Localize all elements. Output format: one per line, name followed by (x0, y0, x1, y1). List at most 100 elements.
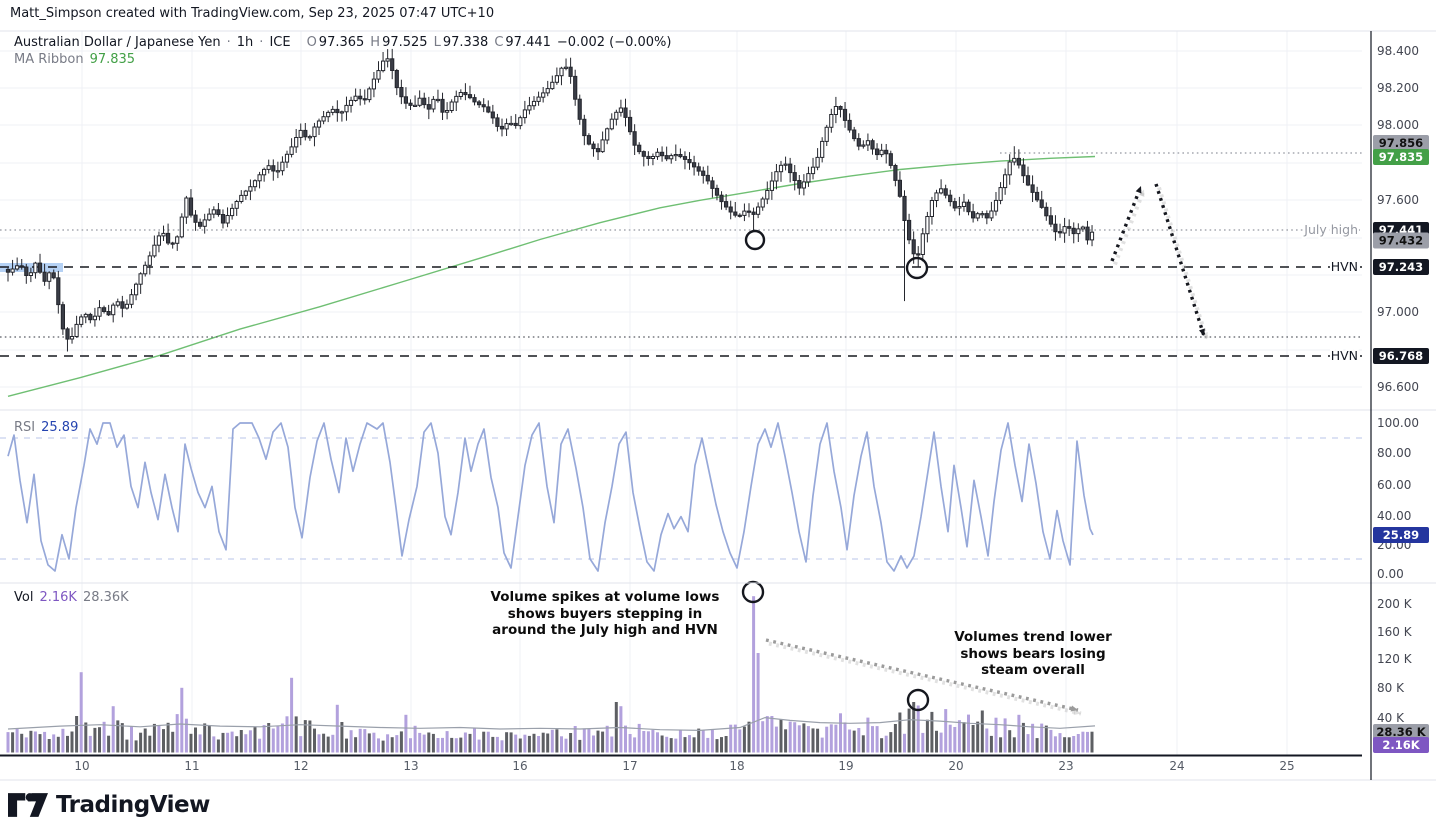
symbol-interval: 1h (236, 35, 254, 50)
ma-ribbon-label: MA Ribbon (14, 52, 84, 67)
price-axis-label-text: 97.856 (1379, 136, 1423, 150)
rsi-value: 25.89 (41, 420, 79, 435)
circle-annotation[interactable] (741, 580, 765, 604)
time-axis-label: 19 (838, 759, 853, 773)
tradingview-logo-icon (8, 793, 48, 817)
axis-tick-label: 100.00 (1377, 416, 1419, 430)
ma-ribbon-line (7, 155, 1096, 397)
annotation-line: Volumes trend lower (954, 629, 1112, 645)
price-level-label: HVN (1331, 259, 1358, 274)
axis-tick-label: 98.000 (1377, 118, 1419, 132)
rsi-legend[interactable]: RSI 25.89 (14, 420, 78, 435)
time-axis[interactable]: 10 11 12 13 16 17 18 19 20 23 24 25 (74, 759, 1294, 773)
price-level-lines[interactable]: July high HVN HVN (0, 152, 1362, 365)
volume-ma-value: 28.36K (82, 590, 129, 605)
price-axis-label-text: 97.243 (1379, 260, 1423, 274)
tradingview-logo-text: TradingView (56, 792, 210, 818)
ohlc-high-value: 97.525 (382, 35, 428, 50)
price-axis-label-text: 97.432 (1379, 234, 1423, 248)
volume-value: 2.16K (39, 590, 77, 605)
axis-tick-label: 97.000 (1377, 305, 1419, 319)
time-axis-label: 25 (1279, 759, 1294, 773)
candles-layer (5, 48, 1095, 352)
symbol-legend[interactable]: Australian Dollar / Japanese Yen · 1h · … (14, 35, 671, 50)
time-axis-label: 12 (293, 759, 308, 773)
annotation-line: around the July high and HVN (492, 622, 718, 638)
time-axis-label: 24 (1169, 759, 1184, 773)
circle-annotation[interactable] (905, 256, 929, 280)
price-axis-label (1373, 259, 1429, 275)
time-axis-label: 18 (729, 759, 744, 773)
time-axis-label: 20 (948, 759, 963, 773)
axis-tick-label: 98.400 (1377, 44, 1419, 58)
price-level-label: HVN (1331, 348, 1358, 363)
annotation-line: steam overall (981, 662, 1085, 678)
ohlc-open-label: O (306, 35, 317, 50)
attribution-text: Matt_Simpson created with TradingView.co… (10, 6, 495, 21)
price-axis-label (1373, 135, 1429, 151)
gridlines (0, 31, 1362, 756)
axis-tick-label: 160 K (1377, 625, 1413, 639)
rsi-line (7, 422, 1094, 572)
volume-bars-layer (6, 596, 1096, 753)
annotation-volume-spikes: Volume spikes at volume lows shows buyer… (452, 589, 758, 639)
axis-tick-label: 96.600 (1377, 380, 1419, 394)
ohlc-open-value: 97.365 (318, 35, 365, 50)
price-axis-label (1373, 232, 1429, 249)
symbol-name: Australian Dollar / Japanese Yen (14, 35, 221, 50)
volume-axis-label-text: 2.16K (1382, 738, 1420, 752)
price-axis-label (1373, 149, 1429, 165)
ohlc-high-label: H (370, 35, 381, 50)
volume-axis-label (1373, 737, 1429, 753)
ma-ribbon-value: 97.835 (89, 52, 136, 67)
legend-separator: · (226, 35, 231, 50)
axis-tick-label: 200 K (1377, 597, 1413, 611)
ohlc-low-label: L (433, 35, 441, 50)
time-axis-label: 10 (74, 759, 89, 773)
axis-tick-label: 80.00 (1377, 446, 1411, 460)
dotted-arrow[interactable] (765, 638, 1079, 712)
annotation-line: shows bears losing (960, 645, 1106, 662)
circle-annotations[interactable] (741, 229, 930, 712)
arrow-annotations[interactable] (765, 183, 1209, 716)
axis-tick-label: 40 K (1377, 711, 1405, 725)
ma-ribbon-legend[interactable]: MA Ribbon 97.835 (14, 52, 135, 67)
dotted-arrow[interactable] (1110, 185, 1143, 262)
volume-legend[interactable]: Vol 2.16K 28.36K (14, 590, 129, 605)
rsi-indicator (0, 422, 1362, 572)
price-axis[interactable]: 98.400 98.200 98.000 97.600 97.000 96.600 100.… (1373, 44, 1429, 753)
volume-axis-label (1373, 724, 1429, 740)
ohlc-close-value: 97.441 (505, 35, 551, 50)
time-axis-label: 11 (184, 759, 199, 773)
annotation-line: shows buyers stepping in (507, 605, 703, 622)
time-axis-label: 13 (403, 759, 418, 773)
rsi-pane[interactable] (0, 410, 1362, 583)
volume-ma-line (7, 716, 1096, 732)
price-axis-label-text: 97.835 (1379, 150, 1423, 164)
circle-annotation[interactable] (744, 229, 766, 251)
annotation-line: Volume spikes at volume lows (490, 589, 720, 605)
axis-tick-label: 60.00 (1377, 478, 1411, 492)
volume-label: Vol (14, 590, 34, 605)
axis-tick-label: 97.600 (1377, 193, 1419, 207)
price-axis-label (1373, 348, 1429, 364)
tradingview-footer: TradingView (8, 792, 210, 818)
axis-tick-label: 98.200 (1377, 81, 1419, 95)
symbol-exchange: ICE (269, 35, 291, 50)
time-axis-label: 17 (622, 759, 637, 773)
time-axis-label: 16 (512, 759, 527, 773)
price-level-label: July high (1303, 222, 1358, 237)
price-axis-label-text: 96.768 (1379, 349, 1423, 363)
rsi-axis-label-text: 25.89 (1383, 528, 1419, 542)
blue-zone-drawing[interactable] (0, 263, 63, 272)
circle-annotation[interactable] (906, 688, 930, 712)
axis-tick-label: 40.00 (1377, 509, 1411, 523)
time-axis-label: 23 (1058, 759, 1073, 773)
axis-tick-label: 80 K (1377, 681, 1405, 695)
axis-tick-label: 120 K (1377, 652, 1413, 666)
axis-tick-label: 0.00 (1377, 567, 1404, 581)
legend-separator: · (259, 35, 264, 50)
chart-panes[interactable] (0, 31, 1362, 755)
